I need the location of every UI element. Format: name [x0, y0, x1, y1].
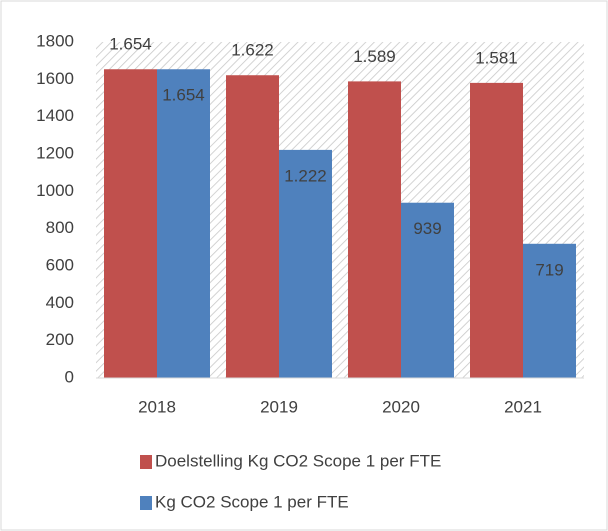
y-tick-label: 1000 [36, 181, 74, 200]
bar [401, 202, 454, 378]
data-label: 939 [413, 219, 441, 238]
y-tick-label: 0 [65, 367, 74, 386]
y-tick-label: 400 [46, 293, 74, 312]
x-tick-label: 2021 [504, 397, 542, 416]
bar [226, 75, 279, 378]
legend-label: Kg CO2 Scope 1 per FTE [155, 492, 349, 511]
data-label: 719 [535, 260, 563, 279]
y-tick-label: 200 [46, 330, 74, 349]
bar [348, 81, 401, 379]
bar [279, 149, 332, 378]
y-tick-label: 1200 [36, 143, 74, 162]
legend-swatch [140, 455, 152, 469]
y-tick-label: 600 [46, 255, 74, 274]
y-tick-label: 1400 [36, 106, 74, 125]
y-tick-label: 1600 [36, 69, 74, 88]
data-label: 1.654 [162, 86, 205, 105]
x-tick-label: 2020 [382, 397, 420, 416]
data-label: 1.654 [109, 35, 152, 54]
bar [523, 243, 576, 378]
data-label: 1.622 [231, 41, 274, 60]
bar [157, 69, 210, 379]
x-tick-label: 2018 [138, 397, 176, 416]
bar [104, 69, 157, 379]
legend-swatch [140, 496, 152, 510]
data-label: 1.222 [284, 166, 327, 185]
y-tick-label: 1800 [36, 31, 74, 50]
x-tick-label: 2019 [260, 397, 298, 416]
data-label: 1.589 [353, 47, 396, 66]
y-tick-label: 800 [46, 218, 74, 237]
bar [470, 82, 523, 378]
legend-label: Doelstelling Kg CO2 Scope 1 per FTE [155, 451, 441, 470]
data-label: 1.581 [475, 48, 518, 67]
